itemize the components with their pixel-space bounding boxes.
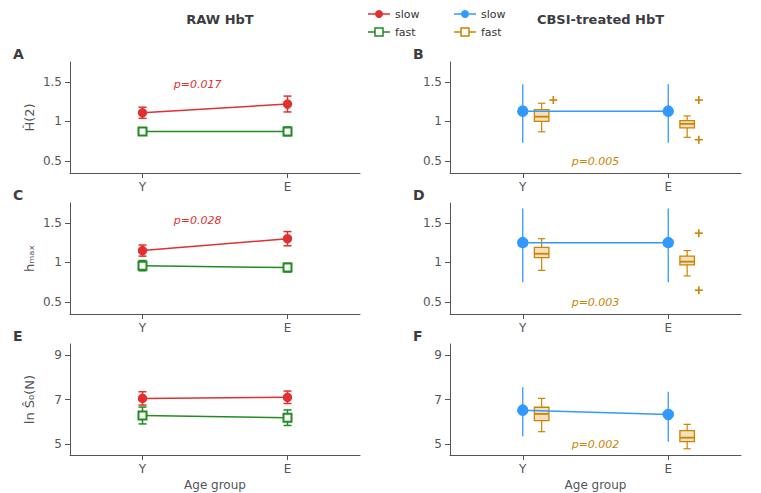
svg-text:CBSI-treated HbT: CBSI-treated HbT	[537, 12, 664, 27]
svg-text:7: 7	[434, 393, 442, 407]
svg-text:E: E	[13, 328, 23, 344]
svg-text:A: A	[13, 46, 24, 62]
svg-text:1.5: 1.5	[423, 216, 442, 230]
svg-text:9: 9	[434, 348, 442, 362]
svg-text:p=0.005: p=0.005	[571, 155, 620, 168]
svg-text:RAW HbT: RAW HbT	[186, 12, 254, 27]
svg-text:p=0.002: p=0.002	[571, 438, 620, 451]
svg-text:fast: fast	[395, 26, 416, 39]
svg-text:1.5: 1.5	[43, 216, 62, 230]
svg-text:1: 1	[434, 255, 442, 269]
svg-text:p=0.028: p=0.028	[173, 214, 222, 227]
svg-text:ln Ŝ₀(N): ln Ŝ₀(N)	[22, 375, 37, 424]
svg-text:9: 9	[54, 348, 62, 362]
svg-text:Y: Y	[138, 180, 147, 194]
svg-text:5: 5	[54, 437, 62, 451]
svg-text:p=0.003: p=0.003	[571, 296, 620, 309]
svg-text:Ĥ(2): Ĥ(2)	[22, 103, 37, 131]
svg-text:E: E	[664, 462, 672, 476]
svg-text:1.5: 1.5	[423, 75, 442, 89]
svg-text:1: 1	[54, 255, 62, 269]
svg-text:E: E	[284, 462, 292, 476]
svg-text:Y: Y	[518, 462, 527, 476]
svg-text:slow: slow	[481, 8, 506, 21]
svg-text:0.5: 0.5	[43, 295, 62, 309]
svg-text:E: E	[284, 321, 292, 335]
svg-text:1.5: 1.5	[43, 75, 62, 89]
svg-text:fast: fast	[481, 26, 502, 39]
svg-text:E: E	[284, 180, 292, 194]
svg-text:hₘₐₓ: hₘₐₓ	[22, 245, 37, 272]
svg-text:E: E	[664, 180, 672, 194]
svg-text:Y: Y	[138, 321, 147, 335]
svg-text:Y: Y	[518, 180, 527, 194]
svg-text:Age group: Age group	[184, 478, 246, 492]
svg-text:C: C	[13, 187, 23, 203]
svg-text:E: E	[664, 321, 672, 335]
svg-text:0.5: 0.5	[43, 154, 62, 168]
svg-text:F: F	[413, 328, 423, 344]
svg-text:0.5: 0.5	[423, 154, 442, 168]
svg-text:p=0.017: p=0.017	[173, 78, 222, 91]
svg-text:1: 1	[434, 114, 442, 128]
svg-text:1: 1	[54, 114, 62, 128]
svg-text:Y: Y	[518, 321, 527, 335]
svg-text:B: B	[413, 46, 424, 62]
svg-text:D: D	[413, 187, 425, 203]
svg-text:Y: Y	[138, 462, 147, 476]
svg-text:Age group: Age group	[565, 478, 627, 492]
svg-text:0.5: 0.5	[423, 295, 442, 309]
svg-text:7: 7	[54, 393, 62, 407]
svg-text:5: 5	[434, 437, 442, 451]
svg-text:slow: slow	[395, 8, 420, 21]
